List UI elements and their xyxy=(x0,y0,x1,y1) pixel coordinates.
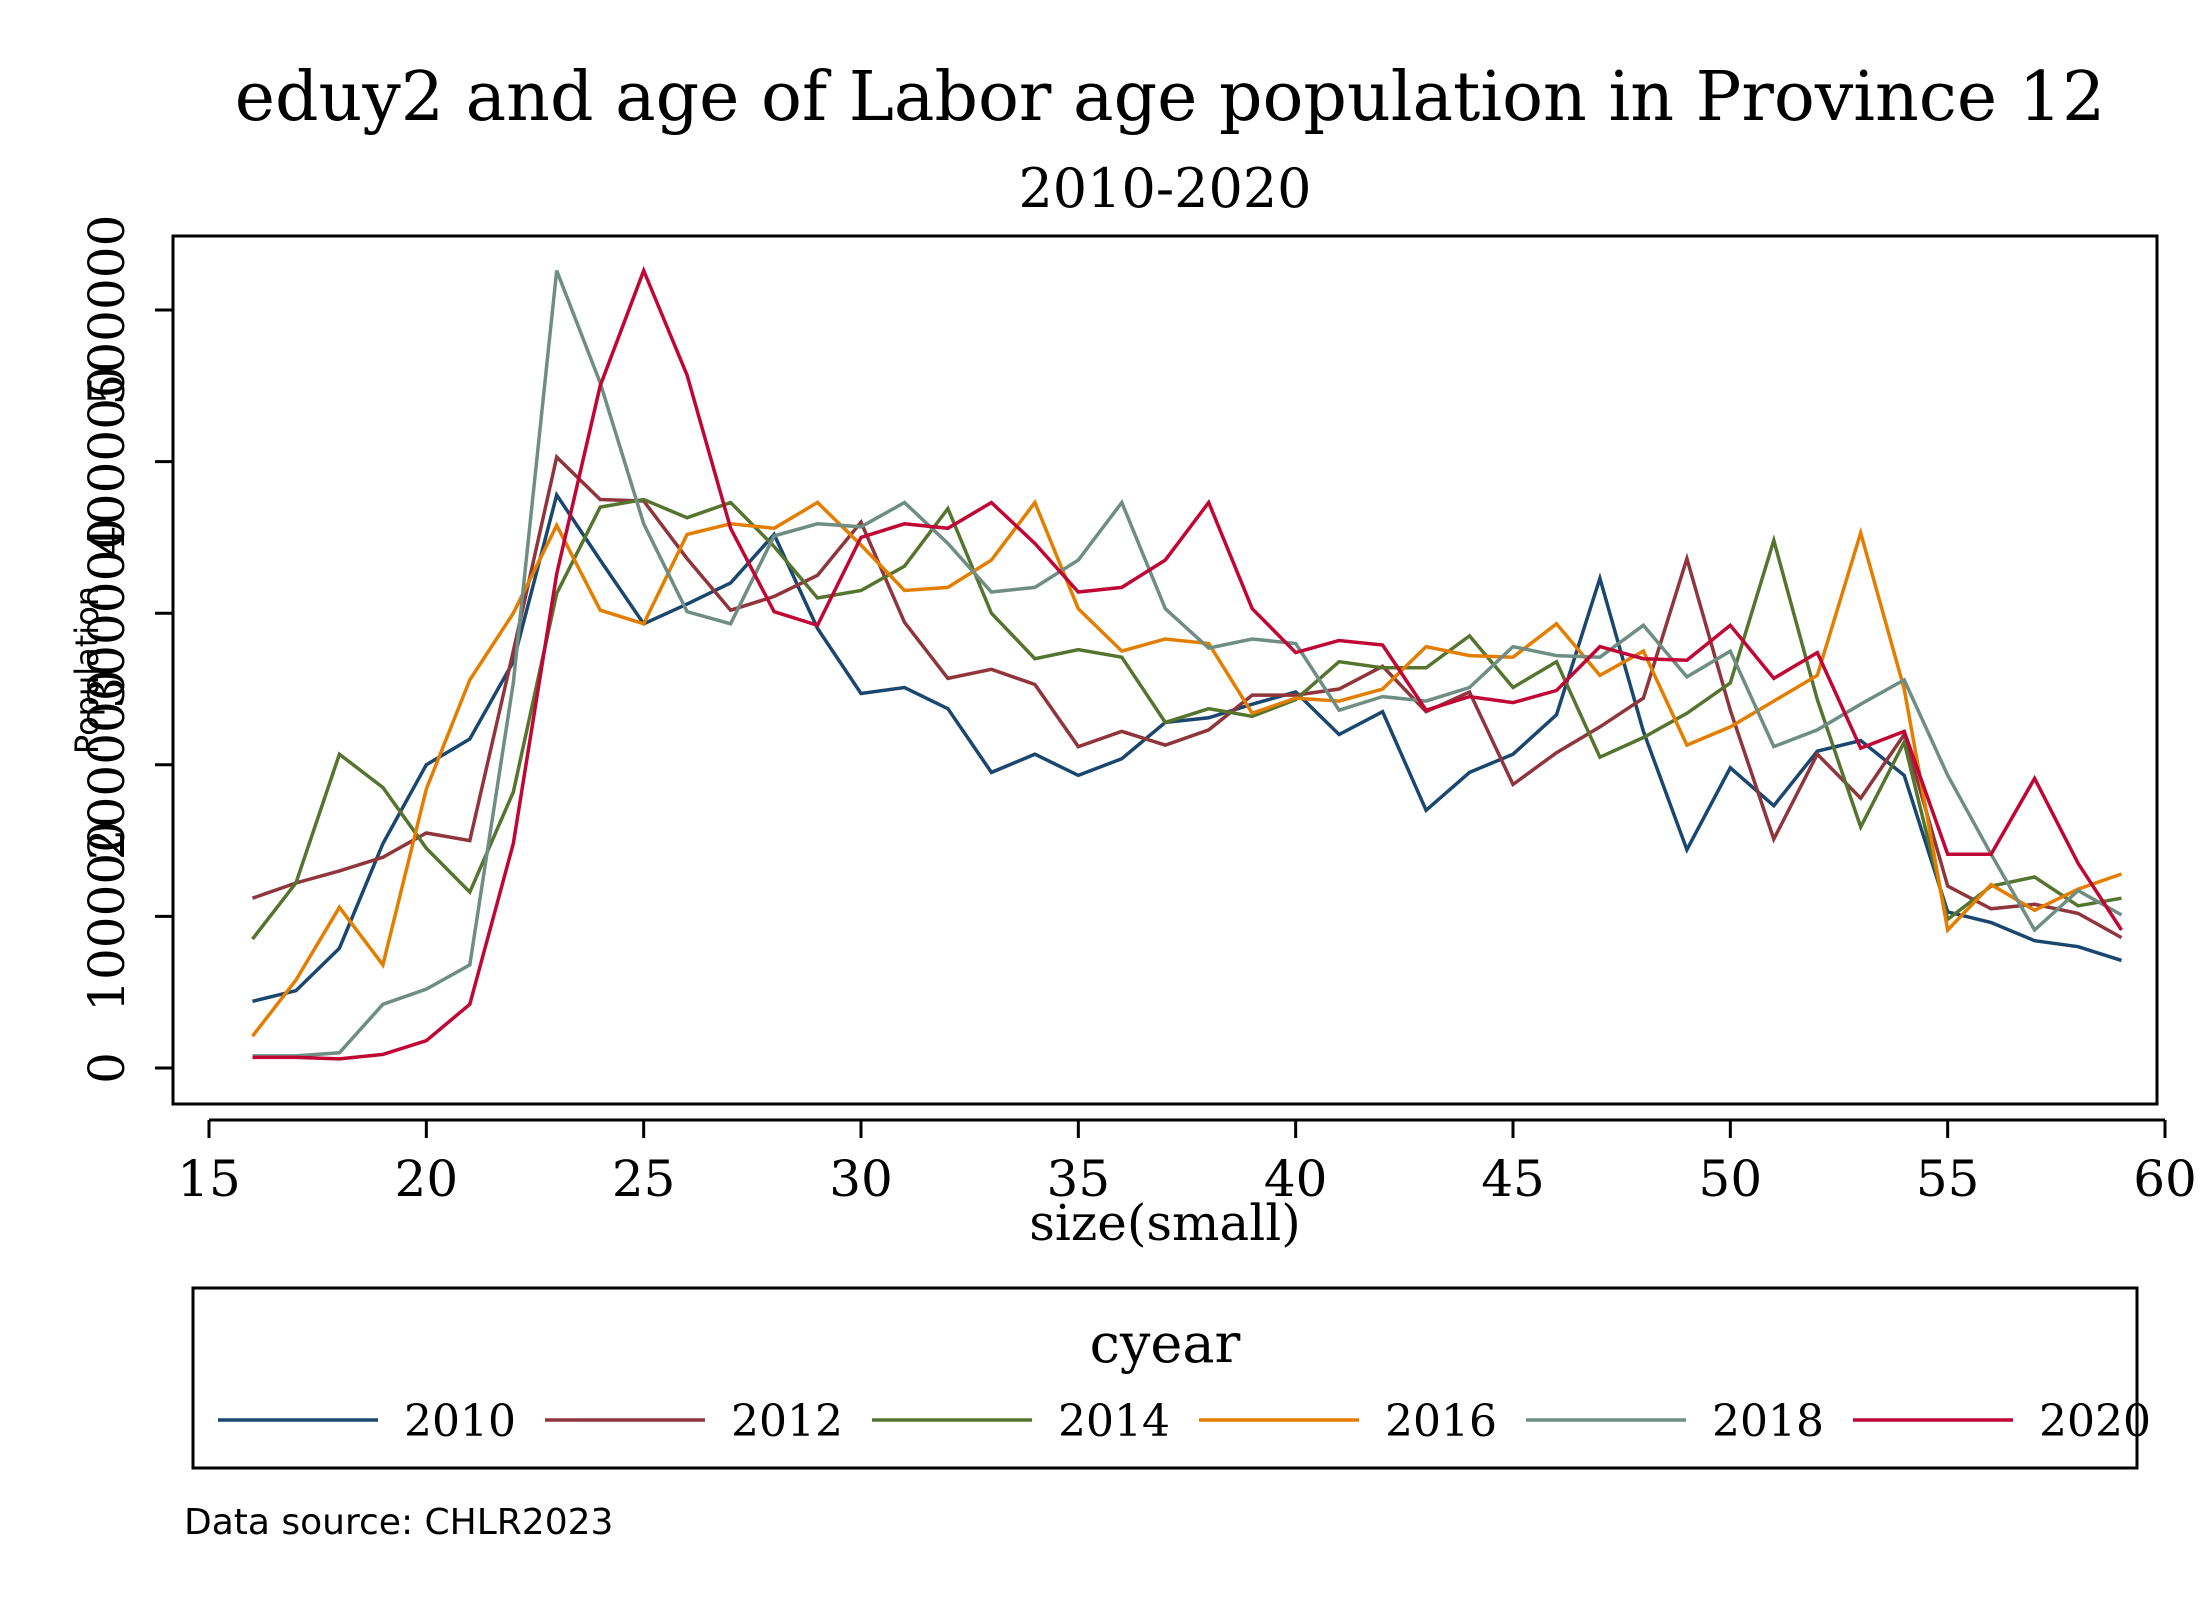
series-lines xyxy=(251,265,2123,1061)
x-tick-label: 30 xyxy=(829,1150,893,1208)
series-line-2014 xyxy=(251,497,2122,941)
series-line-2018 xyxy=(252,269,2123,1058)
series-line-2010 xyxy=(252,490,2123,1004)
legend-label-2020: 2020 xyxy=(2039,1396,2151,1447)
y-tick-label: 300000 xyxy=(78,518,136,709)
plot-region xyxy=(171,234,2159,1106)
series-line-2012 xyxy=(251,453,2123,940)
y-tick-label: 400000 xyxy=(78,366,136,557)
x-axis-label: size(small) xyxy=(1029,1194,1300,1252)
y-axis-label: Population xyxy=(68,586,106,754)
legend-label-2016: 2016 xyxy=(1385,1396,1497,1447)
series-line-2020 xyxy=(252,265,2123,1061)
x-tick-label: 55 xyxy=(1916,1150,1980,1208)
legend-label-2014: 2014 xyxy=(1058,1396,1170,1447)
x-tick-label: 35 xyxy=(1047,1150,1111,1208)
x-tick-label: 45 xyxy=(1481,1150,1545,1208)
y-tick-label: 100000 xyxy=(78,821,136,1012)
source-note: Data source: CHLR2023 xyxy=(184,1502,613,1543)
legend-title: cyear xyxy=(1090,1312,1241,1375)
legend-label-2018: 2018 xyxy=(1712,1396,1824,1447)
x-tick-label: 50 xyxy=(1699,1150,1763,1208)
x-tick-label: 25 xyxy=(612,1150,676,1208)
legend-box xyxy=(191,1286,2139,1470)
legend-label-2010: 2010 xyxy=(404,1396,516,1447)
y-tick-label: 0 xyxy=(78,1052,136,1084)
chart-subtitle: 2010-2020 xyxy=(1018,157,1311,220)
y-tick-label: 500000 xyxy=(78,215,136,406)
y-tick-label: 200000 xyxy=(78,669,136,860)
chart-title: eduy2 and age of Labor age population in… xyxy=(235,58,2106,137)
x-tick-label: 40 xyxy=(1264,1150,1328,1208)
x-tick-label: 60 xyxy=(2133,1150,2197,1208)
x-tick-label: 20 xyxy=(395,1150,459,1208)
legend-items: 2010 2012 2014 2016 2018 2020 xyxy=(218,1396,2151,1447)
x-tick-label: 15 xyxy=(177,1150,241,1208)
x-axis-ticks: 15 20 25 30 35 40 45 50 55 60 xyxy=(177,1120,2197,1208)
legend-label-2012: 2012 xyxy=(731,1396,843,1447)
